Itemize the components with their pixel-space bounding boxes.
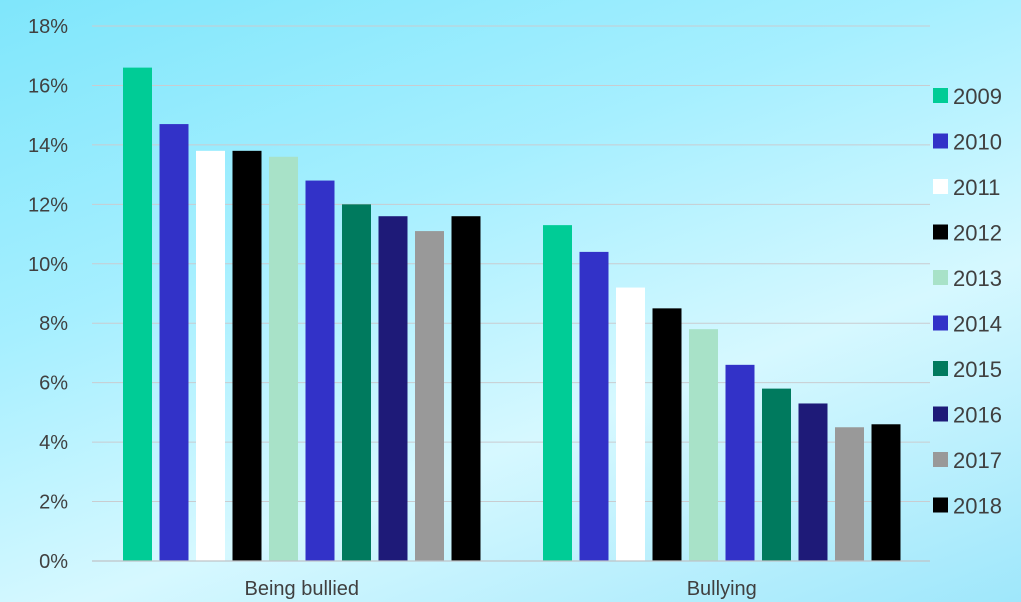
- legend-swatch-2011: [933, 179, 948, 194]
- category-label: Being bullied: [244, 578, 359, 600]
- bar-2017-being-bullied: [415, 231, 444, 562]
- bar-2014-being-bullied: [305, 180, 335, 562]
- legend-swatch-2010: [933, 133, 948, 149]
- bar-2009-bullying: [543, 225, 572, 561]
- y-tick-label: 2%: [39, 492, 68, 514]
- bar-2018-bullying: [871, 424, 901, 561]
- y-tick-label: 16%: [28, 75, 68, 97]
- bar-2015-bullying: [762, 388, 791, 561]
- y-tick-label: 8%: [39, 313, 68, 335]
- legend-swatch-2016: [933, 406, 948, 422]
- y-tick-label: 0%: [39, 551, 68, 573]
- legend-label-2016: 2016: [953, 403, 1002, 428]
- bar-2016-bullying: [798, 403, 828, 561]
- y-tick-label: 10%: [28, 254, 68, 276]
- legend-label-2017: 2017: [953, 448, 1002, 473]
- bar-2012-being-bullied: [232, 150, 262, 562]
- y-tick-label: 18%: [28, 16, 68, 38]
- legend-label-2014: 2014: [953, 312, 1002, 337]
- legend-label-2013: 2013: [953, 266, 1002, 291]
- legend-swatch-2018: [933, 497, 948, 513]
- legend-swatch-2015: [933, 361, 948, 376]
- y-tick-label: 12%: [28, 194, 68, 216]
- bar-2015-being-bullied: [342, 204, 371, 562]
- category-label: Bullying: [687, 578, 757, 600]
- legend-swatch-2009: [933, 88, 948, 103]
- legend-swatch-2013: [933, 270, 948, 285]
- legend-label-2012: 2012: [953, 221, 1002, 246]
- bar-2014-bullying: [725, 364, 755, 561]
- legend-label-2018: 2018: [953, 494, 1002, 519]
- legend-label-2009: 2009: [953, 84, 1002, 109]
- legend-label-2010: 2010: [953, 130, 1002, 155]
- legend-swatch-2017: [933, 452, 948, 467]
- bar-2011-bullying: [616, 287, 645, 561]
- bar-2012-bullying: [652, 308, 682, 561]
- bar-2017-bullying: [835, 427, 864, 561]
- y-tick-label: 6%: [39, 373, 68, 395]
- legend-label-2015: 2015: [953, 357, 1002, 382]
- legend-swatch-2014: [933, 315, 948, 331]
- bar-2013-bullying: [689, 329, 718, 561]
- bar-2013-being-bullied: [269, 156, 298, 561]
- bar-2016-being-bullied: [378, 216, 408, 561]
- y-tick-label: 14%: [28, 135, 68, 157]
- y-tick-label: 4%: [39, 432, 68, 454]
- bar-2010-bullying: [579, 251, 609, 561]
- bar-2018-being-bullied: [451, 216, 481, 561]
- bar-2010-being-bullied: [159, 124, 189, 561]
- bar-2009-being-bullied: [123, 67, 152, 561]
- bar-2011-being-bullied: [196, 150, 225, 562]
- legend-label-2011: 2011: [953, 175, 1000, 200]
- legend-swatch-2012: [933, 224, 948, 240]
